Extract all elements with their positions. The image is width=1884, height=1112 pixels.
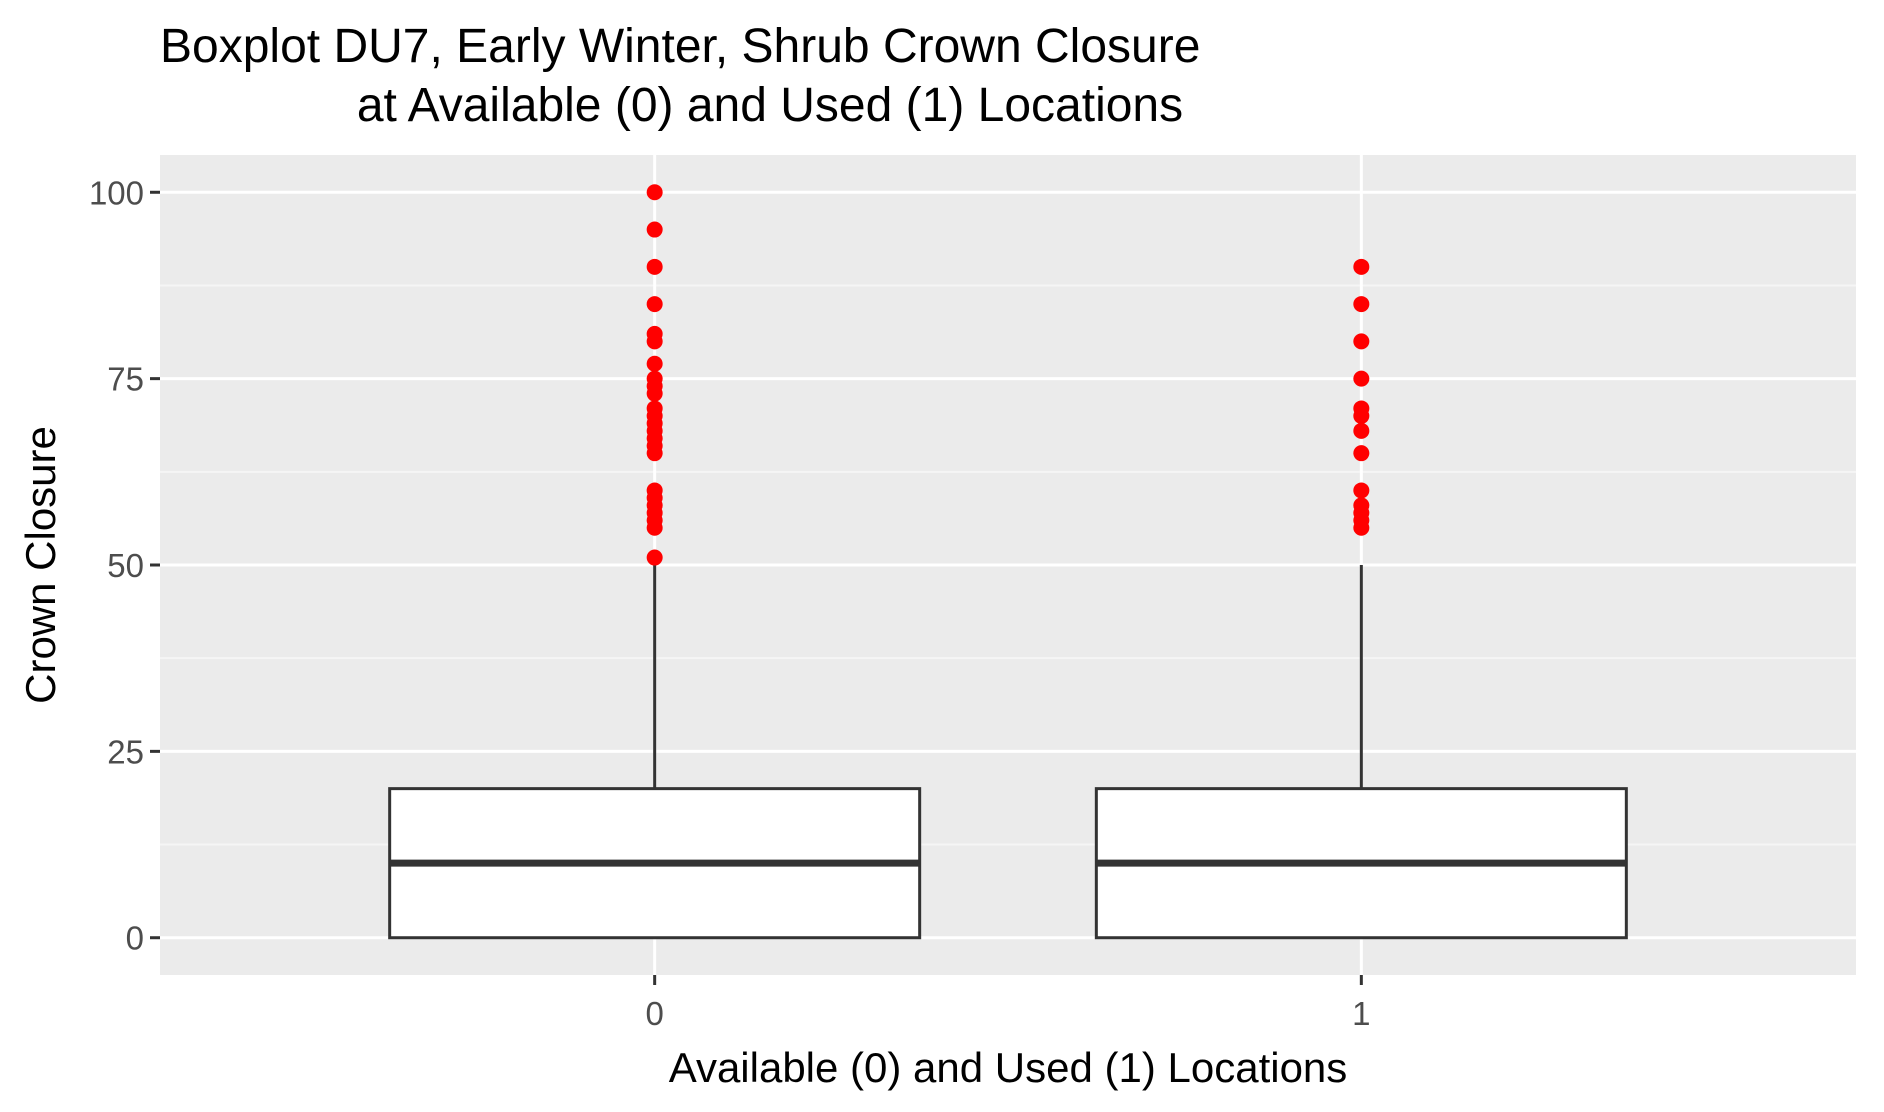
- boxes: [388, 184, 1628, 940]
- chart-title-line-1: Boxplot DU7, Early Winter, Shrub Crown C…: [160, 20, 1200, 73]
- y-tick-label: 75: [107, 361, 144, 398]
- outlier-point: [1353, 497, 1370, 514]
- outlier-point: [1353, 296, 1370, 313]
- outlier-point: [1353, 333, 1370, 350]
- chart-title-line-2: at Available (0) and Used (1) Locations: [357, 79, 1183, 132]
- outlier-point: [1353, 258, 1370, 275]
- outlier-point: [646, 258, 663, 275]
- y-axis: 0 25 50 75 100: [89, 174, 160, 957]
- y-tick-label: 100: [89, 174, 144, 211]
- outlier-point: [1353, 482, 1370, 499]
- y-tick-label: 0: [126, 920, 144, 957]
- outlier-point: [646, 325, 663, 342]
- outlier-point: [1353, 422, 1370, 439]
- outlier-point: [646, 355, 663, 372]
- box-group-0: [388, 184, 922, 940]
- y-tick-label: 50: [107, 547, 144, 584]
- outlier-point: [646, 549, 663, 566]
- outlier-point: [646, 400, 663, 417]
- x-tick-label: 0: [645, 995, 663, 1032]
- outlier-point: [646, 482, 663, 499]
- box-group-1: [1094, 258, 1628, 940]
- x-tick-label: 1: [1352, 995, 1370, 1032]
- x-axis-title: Available (0) and Used (1) Locations: [669, 1044, 1348, 1091]
- outlier-point: [646, 184, 663, 201]
- outlier-point: [646, 296, 663, 313]
- outlier-point: [646, 370, 663, 387]
- outlier-point: [646, 221, 663, 238]
- outlier-point: [1353, 445, 1370, 462]
- y-tick-label: 25: [107, 733, 144, 770]
- y-axis-title: Crown Closure: [17, 426, 64, 704]
- outlier-point: [1353, 400, 1370, 417]
- outlier-point: [1353, 370, 1370, 387]
